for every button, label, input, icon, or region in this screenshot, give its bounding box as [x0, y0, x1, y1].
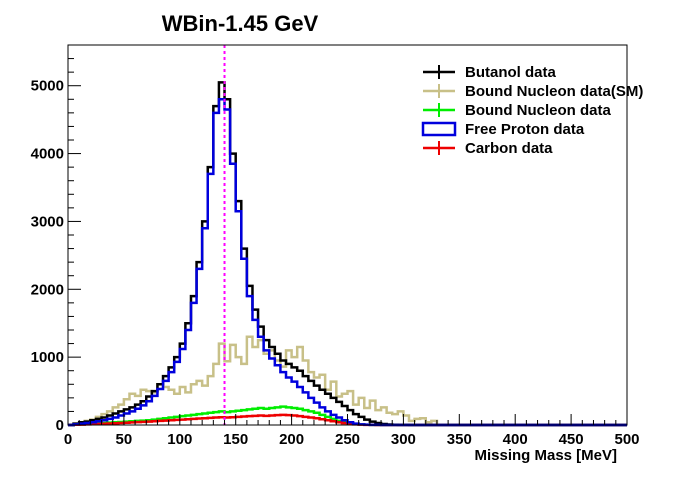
axes: 0 50 100 150 200 250 300 350 400 450 5000100020003… [31, 44, 640, 448]
y-tick-label: 5000 [31, 78, 64, 95]
x-axis-title: Missing Mass [MeV] [474, 447, 617, 464]
x-tick-label: 300 [391, 431, 416, 448]
legend-item-bound-nucleon-data-sm: Bound Nucleon data(SM) [423, 83, 643, 100]
x-tick-label: 350 [447, 431, 472, 448]
chart-title: WBin-1.45 GeV [162, 11, 319, 36]
legend-label: Carbon data [465, 140, 553, 157]
legend-label: Bound Nucleon data(SM) [465, 83, 643, 100]
legend-label: Bound Nucleon data [465, 102, 611, 119]
legend-item-butanol-data: Butanol data [423, 64, 556, 81]
legend-label: Butanol data [465, 64, 556, 81]
x-tick-label: 500 [614, 431, 639, 448]
x-tick-label: 450 [559, 431, 584, 448]
legend-label: Free Proton data [465, 121, 585, 138]
x-tick-label: 150 [223, 431, 248, 448]
legend: Butanol data Bound Nucleon data(SM) Bound … [421, 64, 643, 157]
legend-item-carbon-data: Carbon data [423, 140, 553, 157]
x-tick-label: 200 [279, 431, 304, 448]
legend-swatch [421, 121, 457, 137]
y-tick-label: 2000 [31, 281, 64, 298]
legend-item-bound-nucleon-data: Bound Nucleon data [423, 102, 611, 119]
x-tick-label: 0 [64, 431, 72, 448]
x-tick-label: 250 [335, 431, 360, 448]
y-tick-label: 1000 [31, 349, 64, 366]
x-tick-label: 100 [167, 431, 192, 448]
y-tick-label: 3000 [31, 213, 64, 230]
y-tick-label: 4000 [31, 146, 64, 163]
x-tick-label: 400 [503, 431, 528, 448]
y-tick-label: 0 [56, 417, 64, 434]
x-tick-label: 50 [116, 431, 133, 448]
legend-item-free-proton-data: Free Proton data [421, 121, 585, 138]
